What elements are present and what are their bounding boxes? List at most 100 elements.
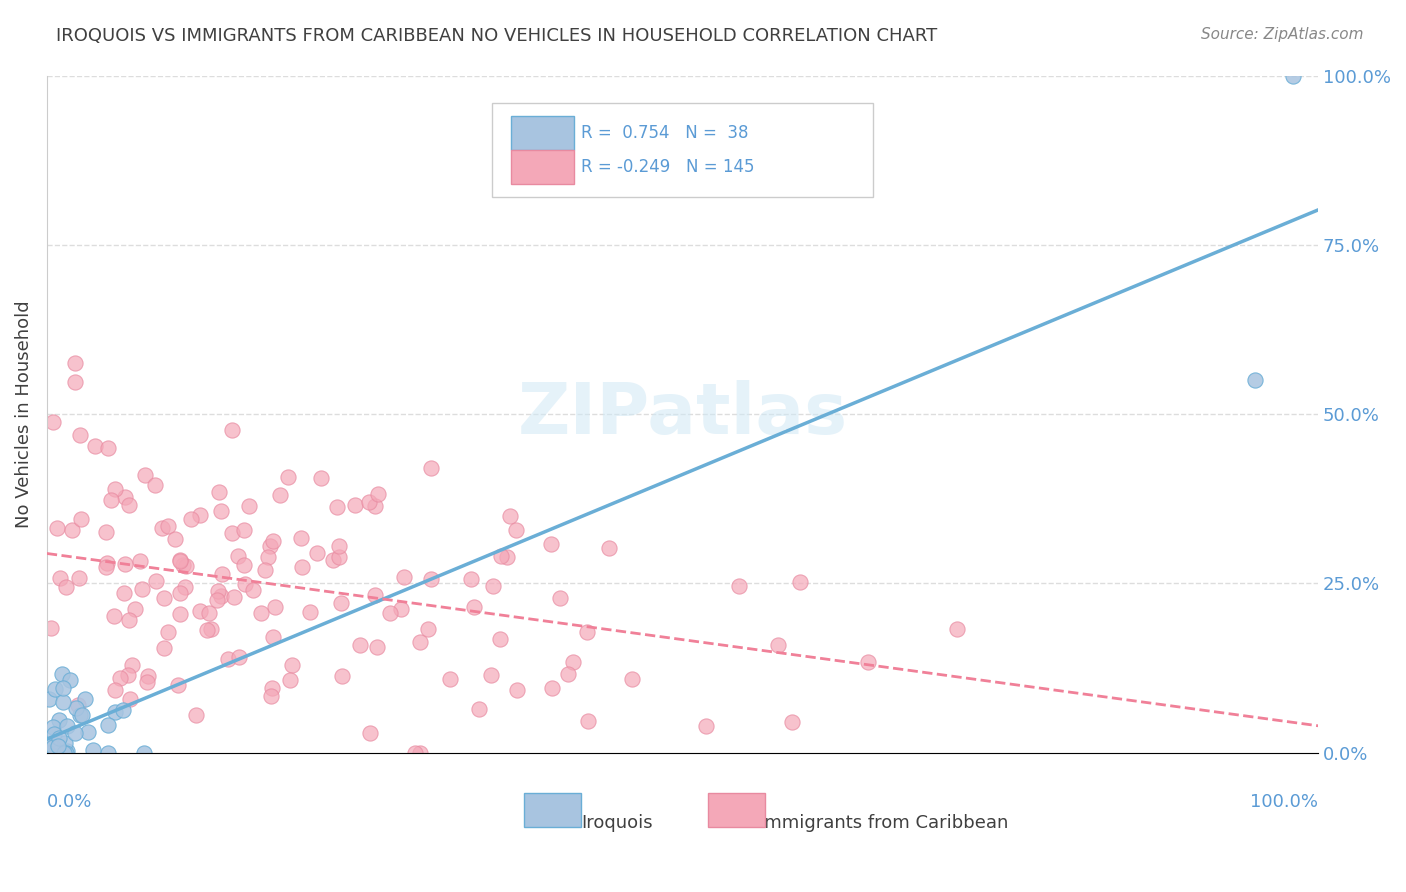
Iroquois (44, 746, 66, 760)
Immigrants from Caribbean (198, 606, 221, 620)
Immigrants from Caribbean (112, 586, 135, 600)
Immigrants from Caribbean (49, 570, 72, 584)
Immigrants from Caribbean (104, 483, 127, 497)
Iroquois (132, 746, 155, 760)
Immigrants from Caribbean (207, 584, 229, 599)
Immigrants from Caribbean (557, 667, 579, 681)
Text: 100.0%: 100.0% (1250, 793, 1319, 811)
Immigrants from Caribbean (163, 532, 186, 546)
Immigrants from Caribbean (349, 638, 371, 652)
Immigrants from Caribbean (221, 525, 243, 540)
Immigrants from Caribbean (39, 621, 62, 635)
Immigrants from Caribbean (329, 596, 352, 610)
Text: Source: ZipAtlas.com: Source: ZipAtlas.com (1201, 27, 1364, 42)
Text: R =  0.754   N =  38: R = 0.754 N = 38 (581, 124, 748, 142)
Immigrants from Caribbean (129, 554, 152, 568)
Immigrants from Caribbean (281, 657, 304, 672)
Immigrants from Caribbean (259, 539, 281, 553)
Iroquois (112, 703, 135, 717)
Immigrants from Caribbean (121, 658, 143, 673)
Immigrants from Caribbean (460, 572, 482, 586)
Immigrants from Caribbean (233, 558, 256, 573)
Immigrants from Caribbean (481, 668, 503, 682)
Immigrants from Caribbean (104, 682, 127, 697)
Text: IROQUOIS VS IMMIGRANTS FROM CARIBBEAN NO VEHICLES IN HOUSEHOLD CORRELATION CHART: IROQUOIS VS IMMIGRANTS FROM CARIBBEAN NO… (56, 27, 938, 45)
Immigrants from Caribbean (174, 580, 197, 594)
Immigrants from Caribbean (150, 521, 173, 535)
Immigrants from Caribbean (260, 681, 283, 695)
Immigrants from Caribbean (209, 504, 232, 518)
Immigrants from Caribbean (463, 599, 485, 614)
Immigrants from Caribbean (100, 493, 122, 508)
Iroquois (41, 740, 63, 755)
Immigrants from Caribbean (419, 572, 441, 586)
Iroquois (42, 720, 65, 734)
Text: Iroquois: Iroquois (581, 814, 652, 831)
Immigrants from Caribbean (789, 574, 811, 589)
Immigrants from Caribbean (63, 356, 86, 370)
Immigrants from Caribbean (167, 678, 190, 692)
Iroquois (104, 705, 127, 719)
Immigrants from Caribbean (367, 487, 389, 501)
Immigrants from Caribbean (184, 707, 207, 722)
Immigrants from Caribbean (114, 557, 136, 571)
Immigrants from Caribbean (269, 488, 291, 502)
Immigrants from Caribbean (70, 512, 93, 526)
Iroquois (51, 666, 73, 681)
Immigrants from Caribbean (222, 590, 245, 604)
Text: R = -0.249   N = 145: R = -0.249 N = 145 (581, 158, 754, 176)
Immigrants from Caribbean (495, 550, 517, 565)
Iroquois (75, 691, 97, 706)
Immigrants from Caribbean (63, 375, 86, 389)
Immigrants from Caribbean (84, 439, 107, 453)
Immigrants from Caribbean (42, 415, 65, 429)
Iroquois (1281, 69, 1303, 83)
Iroquois (37, 746, 59, 760)
Immigrants from Caribbean (488, 632, 510, 646)
Iroquois (53, 746, 76, 760)
Immigrants from Caribbean (188, 508, 211, 522)
Iroquois (77, 724, 100, 739)
Immigrants from Caribbean (169, 607, 191, 622)
Immigrants from Caribbean (575, 625, 598, 640)
Immigrants from Caribbean (188, 604, 211, 618)
Immigrants from Caribbean (322, 553, 344, 567)
Immigrants from Caribbean (208, 484, 231, 499)
Immigrants from Caribbean (97, 441, 120, 455)
Immigrants from Caribbean (391, 602, 413, 616)
FancyBboxPatch shape (523, 793, 581, 827)
Iroquois (52, 681, 75, 696)
Immigrants from Caribbean (145, 574, 167, 589)
Immigrants from Caribbean (505, 523, 527, 537)
Immigrants from Caribbean (498, 509, 520, 524)
Immigrants from Caribbean (491, 549, 513, 563)
Iroquois (38, 746, 60, 760)
Immigrants from Caribbean (238, 499, 260, 513)
Iroquois (42, 727, 65, 741)
Immigrants from Caribbean (249, 606, 271, 620)
Immigrants from Caribbean (211, 567, 233, 582)
FancyBboxPatch shape (510, 150, 575, 184)
Immigrants from Caribbean (67, 571, 90, 585)
Immigrants from Caribbean (66, 698, 89, 712)
Immigrants from Caribbean (299, 605, 322, 619)
Immigrants from Caribbean (576, 714, 599, 728)
Immigrants from Caribbean (117, 668, 139, 682)
Immigrants from Caribbean (118, 498, 141, 512)
Iroquois (48, 713, 70, 727)
Immigrants from Caribbean (856, 655, 879, 669)
Immigrants from Caribbean (55, 580, 77, 594)
Immigrants from Caribbean (94, 559, 117, 574)
Immigrants from Caribbean (946, 622, 969, 636)
Immigrants from Caribbean (780, 714, 803, 729)
Immigrants from Caribbean (45, 521, 67, 535)
Iroquois (55, 744, 77, 758)
Immigrants from Caribbean (343, 498, 366, 512)
Immigrants from Caribbean (108, 671, 131, 685)
Immigrants from Caribbean (169, 553, 191, 567)
Immigrants from Caribbean (136, 674, 159, 689)
Immigrants from Caribbean (136, 669, 159, 683)
Immigrants from Caribbean (416, 622, 439, 636)
Immigrants from Caribbean (364, 500, 387, 514)
Immigrants from Caribbean (169, 586, 191, 600)
